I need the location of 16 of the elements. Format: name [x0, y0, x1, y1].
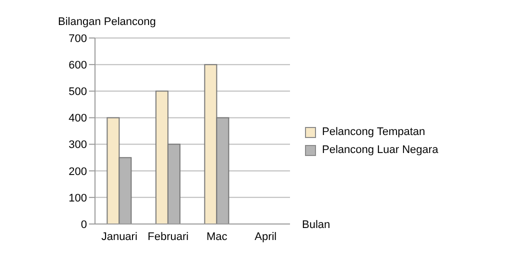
x-axis-title: Bulan	[302, 218, 330, 231]
y-tick-label: 100	[68, 192, 87, 204]
y-tick-label: 700	[68, 32, 87, 45]
y-tick-label: 0	[80, 218, 87, 231]
legend-label: Pelancong Luar Negara	[322, 144, 438, 156]
y-tick-label: 200	[68, 166, 87, 178]
y-tick-label: 500	[68, 86, 87, 98]
y-tick-label: 300	[68, 139, 87, 152]
y-tick-label: 400	[68, 112, 87, 125]
y-axis-title: Bilangan Pelancong	[58, 16, 156, 28]
y-tick-label: 600	[68, 59, 87, 72]
x-tick-label: Februari	[148, 230, 189, 243]
legend-label: Pelancong Tempatan	[322, 126, 426, 138]
x-tick-label: April	[254, 230, 277, 243]
x-tick-label: Januari	[101, 230, 138, 243]
x-tick-label: Mac	[206, 230, 228, 243]
